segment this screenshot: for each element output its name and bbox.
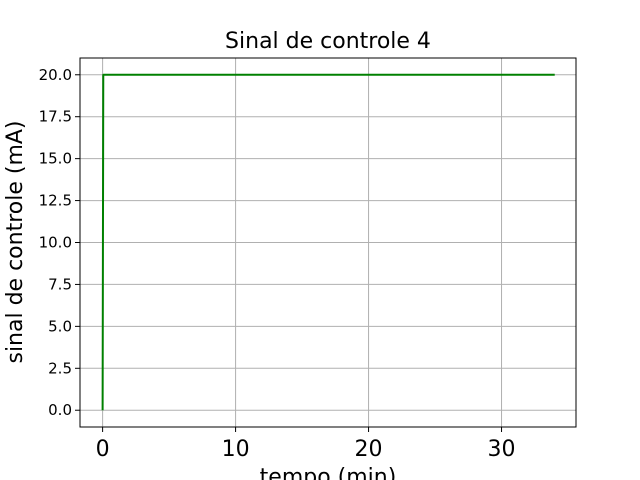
x-tick-label: 0 — [96, 437, 110, 462]
x-tick-label: 20 — [355, 437, 383, 462]
y-tick-label: 20.0 — [39, 66, 72, 84]
x-tick-label: 10 — [222, 437, 250, 462]
y-tick-label: 7.5 — [48, 275, 72, 293]
x-axis-label: tempo (min) — [260, 465, 397, 480]
ticks: 0 10 20 30 0.0 2.5 5.0 7.5 10.0 12.5 15.0 17.5 20.0 — [39, 66, 516, 462]
y-axis-label: sinal de controle (mA) — [3, 120, 28, 363]
y-tick-label: 15.0 — [39, 150, 72, 168]
y-tick-label: 0.0 — [48, 401, 72, 419]
series-line — [101, 73, 555, 411]
y-tick-label: 17.5 — [39, 108, 72, 126]
y-tick-label: 12.5 — [39, 192, 72, 210]
chart-title: Sinal de controle 4 — [225, 29, 431, 54]
x-tick-label: 30 — [488, 437, 516, 462]
y-tick-label: 2.5 — [48, 359, 72, 377]
y-tick-label: 5.0 — [48, 317, 72, 335]
series-layer — [101, 73, 555, 411]
y-tick-label: 10.0 — [39, 234, 72, 252]
